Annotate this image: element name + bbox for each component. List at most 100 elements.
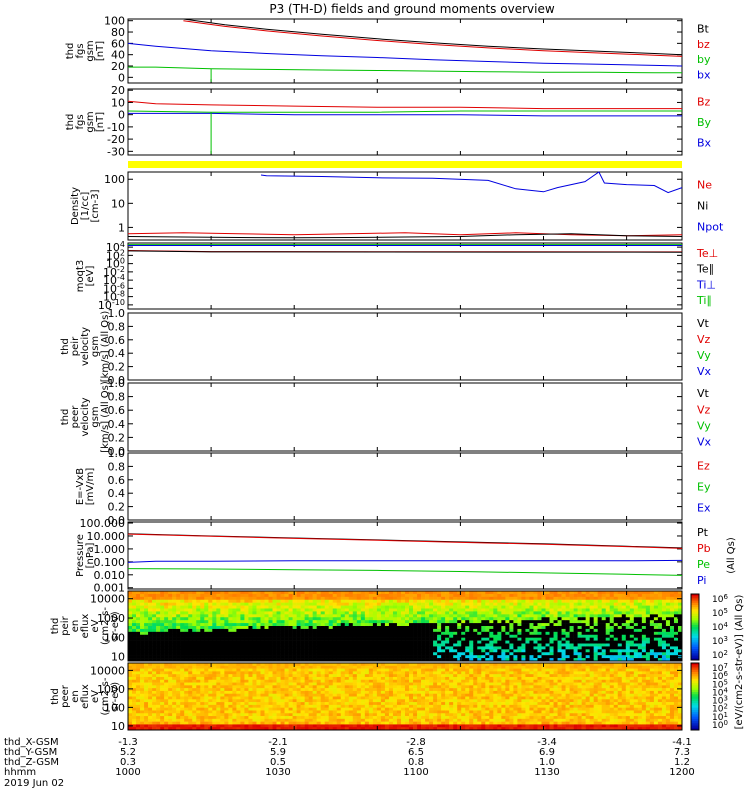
- heatmap-cell: [597, 658, 603, 662]
- heatmap-cell: [132, 668, 137, 672]
- heatmap-cell: [481, 602, 486, 606]
- heatmap-cell: [160, 685, 165, 689]
- heatmap-cell: [184, 699, 189, 703]
- heatmap-cell: [409, 631, 414, 636]
- heatmap-cell: [144, 674, 149, 678]
- heatmap-cell: [128, 637, 133, 641]
- heatmap-cell: [248, 628, 253, 633]
- heatmap-cell: [216, 674, 221, 678]
- heatmap-cell: [517, 643, 522, 647]
- heatmap-cell: [192, 704, 197, 708]
- heatmap-cell: [244, 602, 249, 606]
- heatmap-cell: [308, 704, 313, 708]
- heatmap-cell: [220, 637, 225, 641]
- heatmap-cell: [268, 685, 273, 689]
- heatmap-cell: [601, 634, 607, 638]
- heatmap-cell: [368, 655, 374, 659]
- heatmap-cell: [533, 602, 538, 606]
- heatmap-cell: [288, 674, 293, 678]
- heatmap-cell: [360, 591, 366, 595]
- heatmap-cell: [228, 679, 233, 683]
- heatmap-cell: [232, 628, 237, 633]
- heatmap-cell: [609, 608, 615, 612]
- heatmap-cell: [673, 611, 679, 615]
- heatmap-cell: [192, 679, 197, 683]
- heatmap-cell: [256, 602, 261, 606]
- heatmap-cell: [449, 593, 454, 598]
- heatmap-cell: [477, 614, 482, 618]
- heatmap-cell: [196, 710, 201, 714]
- heatmap-cell: [248, 665, 253, 669]
- heatmap-cell: [168, 663, 173, 667]
- heatmap-cell: [320, 655, 326, 659]
- heatmap-cell: [665, 591, 671, 595]
- heatmap-cell: [248, 676, 253, 681]
- heatmap-cell: [160, 671, 165, 675]
- heatmap-cell: [433, 631, 438, 636]
- heatmap-cell: [172, 688, 177, 692]
- heatmap-cell: [629, 631, 635, 636]
- heatmap-cell: [164, 626, 169, 630]
- heatmap-cell: [637, 620, 643, 624]
- heatmap-cell: [276, 626, 281, 630]
- heatmap-cell: [421, 623, 426, 627]
- heatmap-cell: [320, 679, 326, 683]
- heatmap-cell: [308, 617, 313, 621]
- heatmap-cell: [581, 602, 586, 606]
- heatmap-cell: [168, 679, 173, 683]
- heatmap-cell: [380, 614, 386, 618]
- heatmap-cell: [589, 608, 594, 612]
- heatmap-cell: [665, 620, 671, 624]
- heatmap-cell: [280, 602, 285, 606]
- heatmap-cell: [136, 637, 141, 641]
- heatmap-cell: [641, 596, 647, 601]
- heatmap-cell: [192, 721, 197, 725]
- heatmap-cell: [328, 628, 334, 633]
- heatmap-cell: [489, 637, 494, 641]
- heatmap-cell: [601, 620, 607, 624]
- heatmap-cell: [477, 605, 482, 609]
- heatmap-cell: [633, 620, 639, 624]
- heatmap-cell: [136, 658, 141, 662]
- legend-entry: bx: [697, 68, 711, 81]
- heatmap-cell: [240, 617, 245, 621]
- heatmap-cell: [324, 679, 330, 683]
- heatmap-cell: [260, 608, 265, 612]
- heatmap-cell: [256, 676, 261, 681]
- heatmap-cell: [176, 634, 181, 638]
- heatmap-cell: [465, 626, 470, 630]
- heatmap-cell: [256, 713, 261, 717]
- heatmap-cell: [212, 690, 217, 695]
- heatmap-cell: [188, 658, 193, 662]
- heatmap-cell: [372, 611, 378, 615]
- heatmap-cell: [184, 671, 189, 675]
- heatmap-cell: [641, 591, 647, 595]
- heatmap-cell: [192, 682, 197, 686]
- heatmap-cell: [569, 623, 574, 627]
- heatmap-cell: [312, 655, 317, 659]
- heatmap-cell: [172, 596, 177, 601]
- heatmap-cell: [252, 704, 257, 708]
- heatmap-cell: [288, 688, 293, 692]
- heatmap-cell: [140, 623, 145, 627]
- heatmap-cell: [204, 727, 209, 731]
- heatmap-cell: [653, 658, 659, 662]
- heatmap-cell: [485, 626, 490, 630]
- heatmap-cell: [208, 696, 213, 700]
- heatmap-cell: [396, 593, 402, 598]
- heatmap-cell: [136, 608, 141, 612]
- heatmap-cell: [421, 640, 426, 644]
- heatmap-cell: [485, 652, 490, 656]
- heatmap-cell: [144, 652, 149, 656]
- heatmap-cell: [521, 634, 526, 638]
- heatmap-cell: [549, 611, 554, 615]
- heatmap-cell: [304, 716, 309, 720]
- heatmap-cell: [192, 671, 197, 675]
- heatmap-cell: [577, 658, 582, 662]
- heatmap-cell: [232, 591, 237, 595]
- heatmap-cell: [176, 652, 181, 656]
- heatmap-cell: [276, 599, 281, 603]
- heatmap-cell: [156, 676, 161, 681]
- heatmap-cell: [192, 623, 197, 627]
- heatmap-cell: [148, 658, 153, 662]
